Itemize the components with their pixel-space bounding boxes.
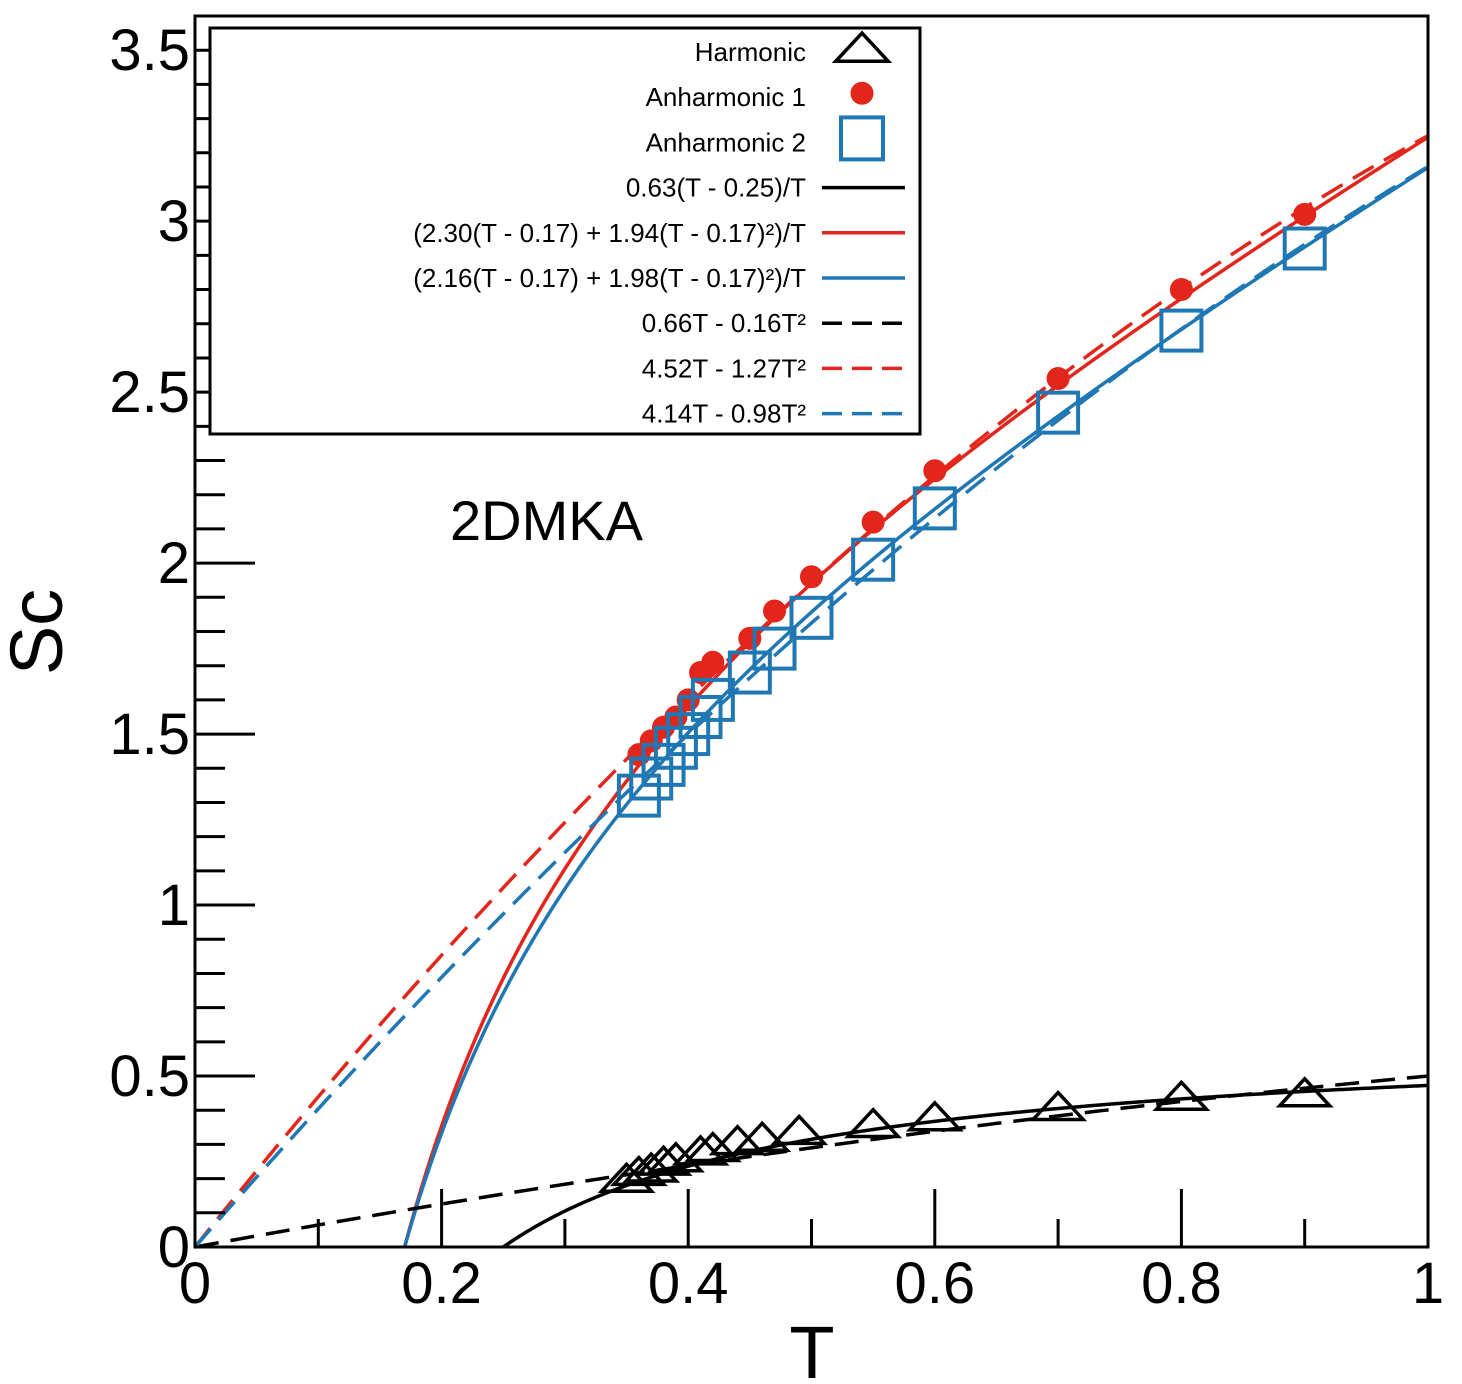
marker-harmonic <box>844 1107 903 1139</box>
marker-anharmonic-2 <box>789 595 834 640</box>
legend-label-harmonic: Harmonic <box>695 37 806 67</box>
x-tick-label: 1 <box>1412 1251 1444 1316</box>
y-axis-title: Sc <box>0 589 78 675</box>
y-tick-label: 1 <box>158 873 190 938</box>
x-tick-label: 0.6 <box>894 1251 975 1316</box>
marker-harmonic <box>905 1100 964 1132</box>
marker-anharmonic-2 <box>666 712 711 757</box>
x-tick-label: 0.2 <box>401 1251 482 1316</box>
y-tick-label: 1.5 <box>109 702 190 767</box>
y-tick-label: 0.5 <box>109 1044 190 1109</box>
marker-anharmonic-2 <box>653 725 698 770</box>
x-tick-label: 0.4 <box>648 1251 729 1316</box>
legend-box <box>208 26 922 436</box>
marker-anharmonic-1 <box>701 650 725 674</box>
y-tick-label: 2.5 <box>109 360 190 425</box>
marker-anharmonic-2 <box>727 650 772 695</box>
marker-anharmonic-1 <box>738 626 762 650</box>
marker-anharmonic-1 <box>1046 366 1070 390</box>
x-tick-label: 0 <box>179 1251 211 1316</box>
marker-anharmonic-2 <box>1282 226 1327 271</box>
y-tick-label: 0 <box>158 1215 190 1280</box>
legend-label-anharmonic-2: Anharmonic 2 <box>646 127 806 157</box>
x-axis-title: T <box>789 1311 834 1384</box>
marker-harmonic <box>683 1131 742 1163</box>
marker-anharmonic-2 <box>1159 308 1204 353</box>
marker-harmonic <box>671 1134 730 1166</box>
legend-label-2-16-t-0-17-1-98-t-0-17-t: (2.16(T - 0.17) + 1.98(T - 0.17)²)/T <box>413 263 806 293</box>
fit-curve-0-66t-0-16t <box>194 1074 1429 1249</box>
marker-anharmonic-1 <box>800 565 823 589</box>
legend-symbol-anharmonic-1 <box>850 81 874 105</box>
marker-harmonic <box>646 1141 705 1173</box>
marker-anharmonic-2 <box>641 742 686 787</box>
marker-harmonic <box>733 1120 792 1152</box>
marker-anharmonic-2 <box>912 486 957 531</box>
marker-harmonic <box>1275 1076 1334 1108</box>
marker-harmonic <box>597 1161 656 1194</box>
legend-symbol-harmonic <box>831 30 893 64</box>
x-axis-ticks: 0 0.2 0.4 0.6 0.8 1 <box>179 1189 1444 1316</box>
legend-label-0-63-t-0-25-t: 0.63(T - 0.25)/T <box>626 173 806 203</box>
marker-harmonic <box>634 1144 693 1176</box>
plot-markers <box>597 202 1334 1194</box>
marker-anharmonic-2 <box>752 626 797 671</box>
marker-harmonic <box>1152 1079 1211 1111</box>
marker-anharmonic-1 <box>1293 202 1317 226</box>
fit-curve-4-14t-0-98t <box>193 164 1429 1249</box>
marker-harmonic <box>1029 1089 1088 1122</box>
legend-label-0-66t-0-16t: 0.66T - 0.16T² <box>642 308 807 338</box>
marker-anharmonic-2 <box>851 537 896 582</box>
marker-harmonic <box>622 1151 681 1183</box>
legend: Harmonic Anharmonic 1 Anharmonic 2 0.63(T -… <box>208 26 922 436</box>
marker-anharmonic-2 <box>1036 390 1081 435</box>
legend-entries: Harmonic Anharmonic 1 Anharmonic 2 0.63(T -… <box>413 30 905 429</box>
legend-symbol-anharmonic-2 <box>839 115 885 162</box>
y-tick-label: 3.5 <box>109 18 190 83</box>
marker-harmonic <box>708 1124 767 1156</box>
marker-anharmonic-2 <box>629 756 674 801</box>
y-tick-label: 2 <box>158 531 190 596</box>
legend-label-4-14t-0-98t: 4.14T - 0.98T² <box>642 399 807 429</box>
marker-anharmonic-1 <box>763 599 787 623</box>
marker-anharmonic-2 <box>678 694 723 739</box>
marker-anharmonic-1 <box>923 459 947 483</box>
marker-anharmonic-1 <box>861 510 885 534</box>
marker-anharmonic-2 <box>690 677 735 722</box>
y-tick-label: 3 <box>158 189 190 254</box>
marker-anharmonic-2 <box>616 773 661 818</box>
x-tick-label: 0.8 <box>1141 1251 1222 1316</box>
legend-label-4-52t-1-27t: 4.52T - 1.27T² <box>642 353 807 383</box>
annotation-2dmka: 2DMKA <box>450 489 644 552</box>
legend-label-2-30-t-0-17-1-94-t-0-17-t: (2.30(T - 0.17) + 1.94(T - 0.17)²)/T <box>413 218 806 248</box>
legend-label-anharmonic-1: Anharmonic 1 <box>646 82 806 112</box>
marker-anharmonic-1 <box>1169 278 1193 302</box>
marker-harmonic <box>770 1113 829 1146</box>
